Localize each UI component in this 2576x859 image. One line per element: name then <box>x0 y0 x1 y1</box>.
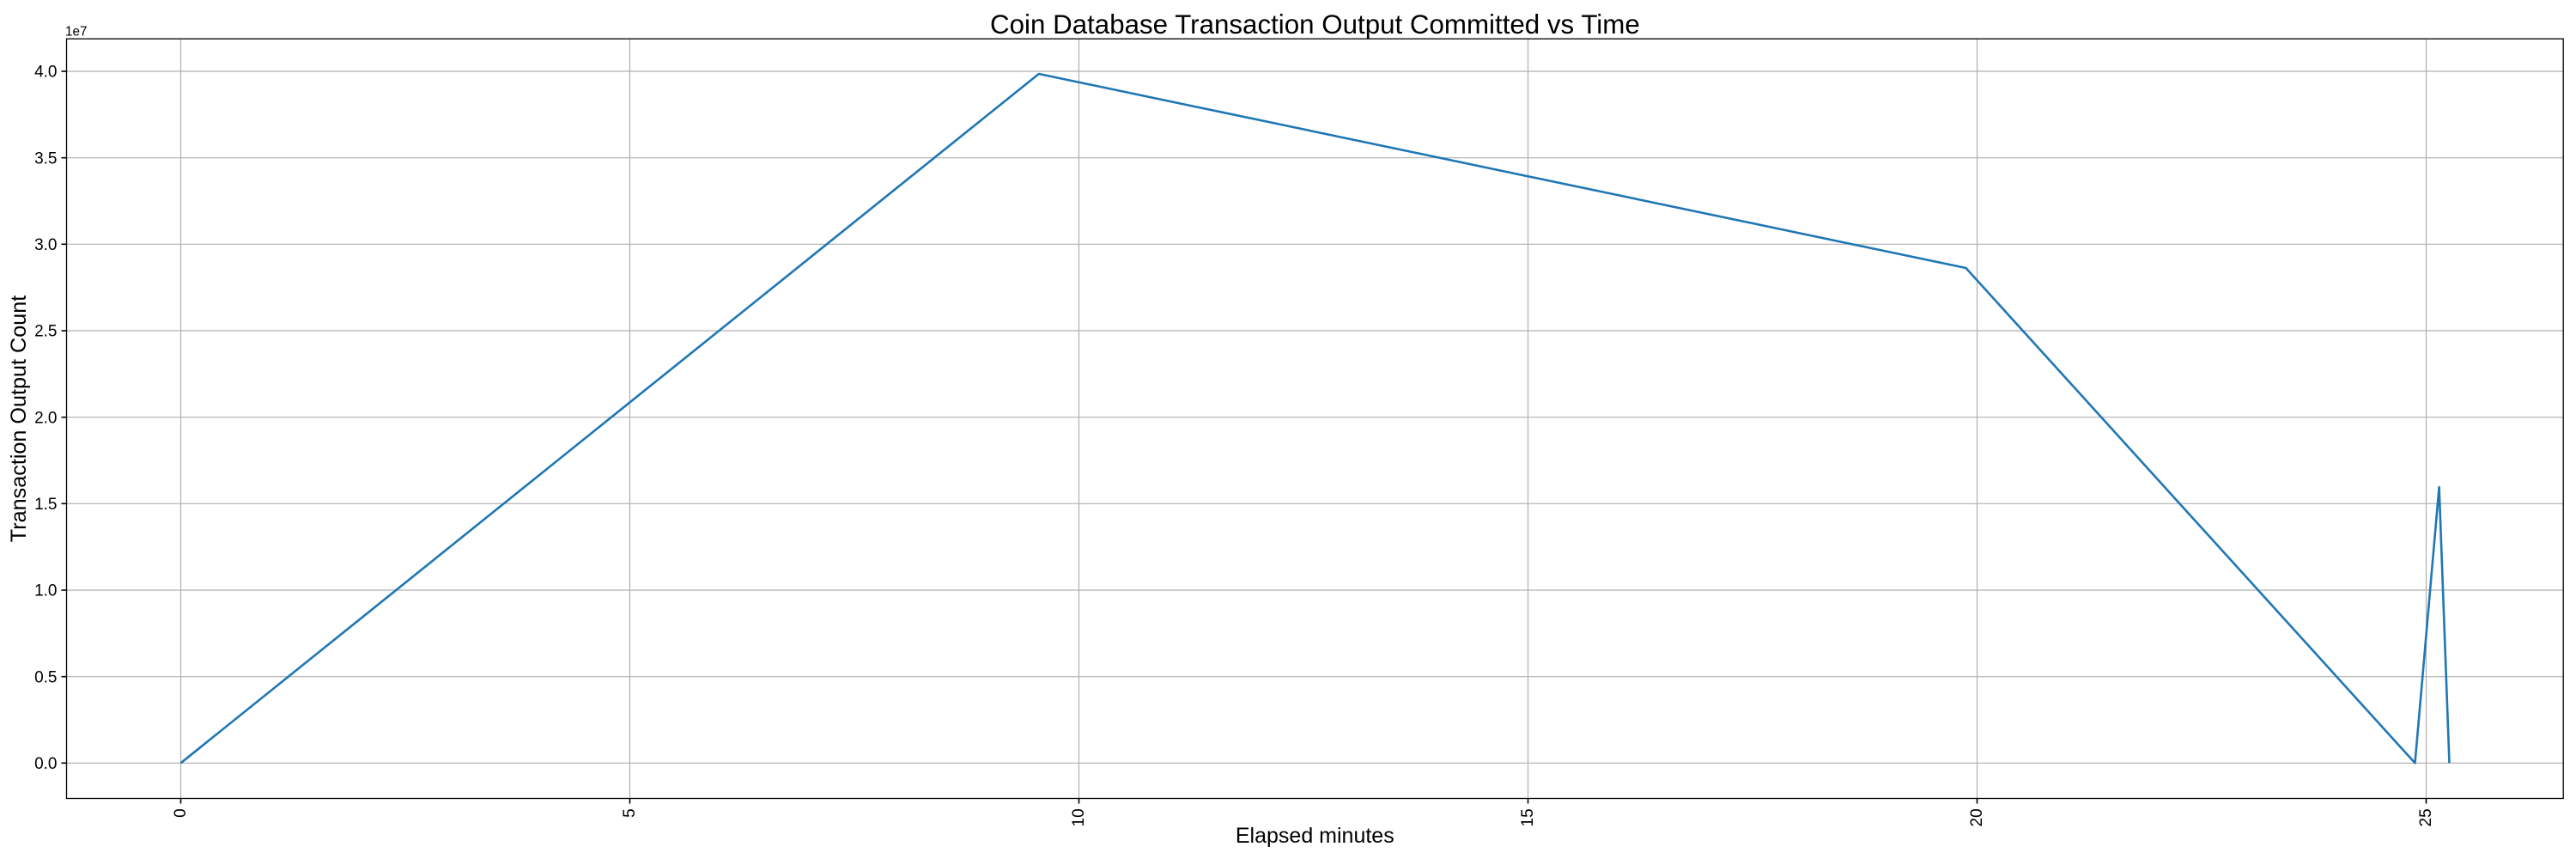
svg-text:3.0: 3.0 <box>34 236 57 254</box>
svg-text:10: 10 <box>1070 808 1088 826</box>
svg-text:2.5: 2.5 <box>34 323 57 341</box>
svg-text:3.5: 3.5 <box>34 149 57 168</box>
svg-text:Coin Database Transaction Outp: Coin Database Transaction Output Committ… <box>990 9 1640 40</box>
svg-text:4.0: 4.0 <box>34 64 57 82</box>
svg-text:1.0: 1.0 <box>34 582 57 600</box>
svg-text:1.5: 1.5 <box>34 496 57 514</box>
svg-text:5: 5 <box>621 808 639 818</box>
svg-text:15: 15 <box>1519 808 1537 826</box>
svg-text:Transaction Output Count: Transaction Output Count <box>7 295 31 542</box>
svg-text:2.0: 2.0 <box>34 409 57 427</box>
svg-text:0.5: 0.5 <box>34 668 57 686</box>
svg-text:20: 20 <box>1968 808 1986 826</box>
svg-text:0.0: 0.0 <box>34 755 57 773</box>
svg-text:0: 0 <box>172 808 190 818</box>
svg-text:1e7: 1e7 <box>65 24 88 39</box>
svg-text:25: 25 <box>2417 808 2435 826</box>
svg-text:Elapsed minutes: Elapsed minutes <box>1236 824 1394 848</box>
